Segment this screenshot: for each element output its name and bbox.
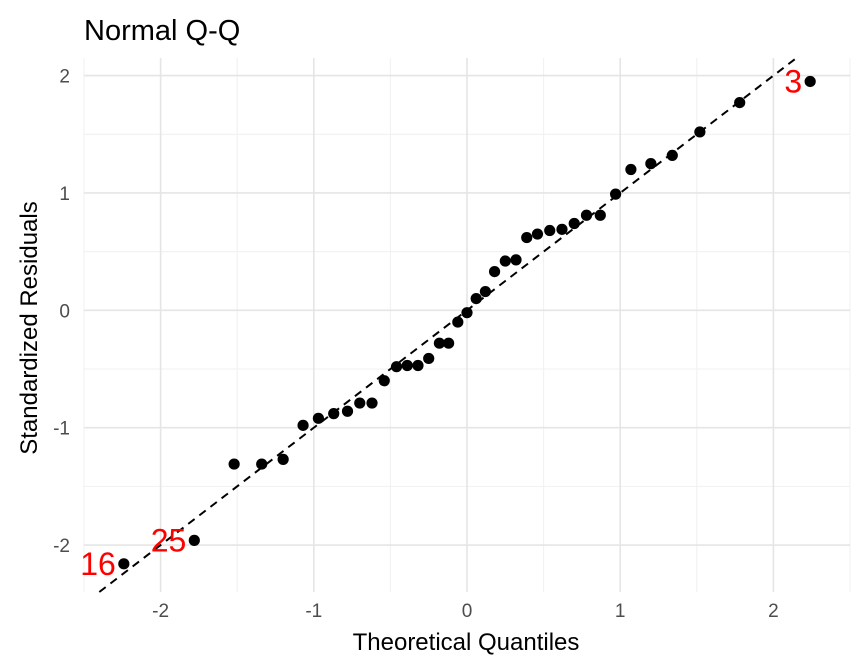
- data-point: [366, 397, 378, 409]
- data-point: [694, 126, 706, 138]
- data-point: [328, 408, 340, 420]
- y-tick-label: 1: [59, 184, 70, 205]
- x-tick-label: 0: [462, 601, 473, 622]
- data-point: [118, 558, 130, 570]
- data-point: [297, 419, 309, 431]
- data-point: [470, 292, 482, 305]
- x-tick-label: 1: [615, 601, 626, 622]
- data-point: [544, 224, 556, 237]
- data-point: [510, 254, 522, 266]
- y-tick-label: -1: [53, 419, 70, 440]
- chart-title: Normal Q-Q: [84, 15, 240, 47]
- data-point: [312, 412, 324, 424]
- outlier-label: 3: [784, 63, 802, 99]
- data-point: [610, 188, 622, 200]
- data-point: [443, 337, 455, 349]
- data-point: [228, 458, 240, 470]
- data-point: [390, 361, 403, 373]
- data-point: [401, 359, 413, 372]
- data-point: [625, 163, 637, 176]
- x-tick-label: -1: [305, 601, 322, 622]
- data-point: [341, 405, 354, 417]
- data-point: [256, 458, 268, 470]
- reference-line-group: [98, 57, 797, 593]
- points-group: [118, 75, 816, 570]
- data-point: [378, 375, 390, 387]
- x-tick-label: -2: [152, 601, 169, 622]
- y-tick-label: -2: [53, 536, 70, 557]
- data-point: [499, 255, 511, 267]
- data-point: [354, 397, 366, 409]
- grid: [83, 58, 851, 592]
- outlier-label: 16: [80, 546, 116, 582]
- data-point: [423, 352, 435, 365]
- outlier-labels-group: 16 25 3: [80, 63, 802, 581]
- data-point: [433, 337, 446, 349]
- data-point: [461, 307, 473, 319]
- data-point: [479, 285, 491, 298]
- data-point: [188, 534, 200, 546]
- y-tick-label: 2: [59, 67, 70, 88]
- data-point: [804, 75, 816, 88]
- data-point: [568, 217, 580, 230]
- y-axis-title: Standardized Residuals: [16, 201, 43, 455]
- data-point: [645, 158, 657, 170]
- reference-line: [98, 57, 797, 593]
- y-tick-label: 0: [59, 301, 70, 322]
- data-point: [594, 209, 606, 221]
- data-point: [488, 266, 501, 278]
- data-point: [521, 231, 533, 244]
- data-point: [412, 359, 424, 372]
- data-point: [277, 453, 289, 465]
- data-point: [531, 228, 544, 240]
- outlier-label: 25: [151, 522, 187, 558]
- x-axis-title: Theoretical Quantiles: [353, 629, 580, 656]
- data-point: [452, 316, 464, 328]
- data-point: [580, 209, 593, 221]
- data-point: [666, 149, 678, 162]
- data-point: [556, 223, 568, 235]
- axes: -2 -1 0 1 2 -2 -1 0 1 2: [53, 67, 779, 622]
- x-tick-label: 2: [768, 601, 779, 622]
- data-point: [734, 96, 746, 109]
